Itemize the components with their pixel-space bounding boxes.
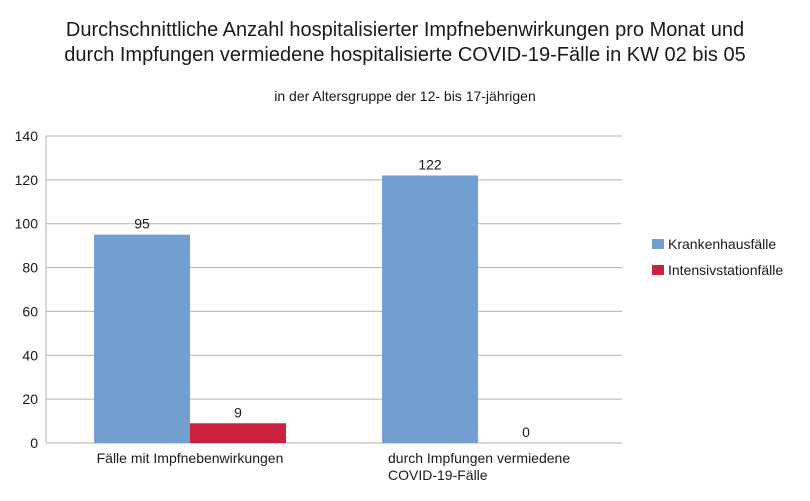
y-tick-label: 0	[30, 435, 38, 451]
chart-title-line-2: durch Impfungen vermiedene hospitalisier…	[64, 44, 746, 66]
legend-swatch-intensiv	[652, 265, 664, 275]
legend-swatch-krankenhaus	[652, 239, 664, 249]
legend-item-intensiv: Intensivstationfälle	[652, 260, 783, 280]
category-label: COVID-19-Fälle	[388, 467, 488, 483]
data-label: 95	[134, 216, 150, 232]
category-label: Fälle mit Impfnebenwirkungen	[97, 450, 284, 466]
y-tick-label: 20	[22, 391, 38, 407]
legend-label-krankenhaus: Krankenhausfälle	[668, 236, 777, 252]
y-tick-label: 80	[22, 260, 38, 276]
y-tick-label: 40	[22, 347, 38, 363]
legend: Krankenhausfälle Intensivstationfälle	[652, 234, 783, 286]
y-tick-label: 140	[15, 128, 39, 144]
y-tick-label: 120	[15, 172, 39, 188]
legend-item-krankenhaus: Krankenhausfälle	[652, 234, 783, 254]
data-label: 122	[418, 156, 442, 172]
chart-title: Durchschnittliche Anzahl hospitalisierte…	[0, 18, 810, 68]
y-tick-label: 60	[22, 303, 38, 319]
data-label: 9	[234, 404, 242, 420]
data-label: 0	[522, 424, 530, 440]
chart-subtitle: in der Altersgruppe der 12- bis 17-jähri…	[274, 88, 536, 104]
bar	[190, 423, 286, 443]
bar	[94, 234, 190, 443]
category-label: durch Impfungen vermiedene	[388, 450, 570, 466]
y-tick-label: 100	[15, 216, 39, 232]
chart-title-line-1: Durchschnittliche Anzahl hospitalisierte…	[65, 19, 745, 41]
bar	[382, 175, 478, 443]
legend-label-intensiv: Intensivstationfälle	[668, 262, 784, 278]
